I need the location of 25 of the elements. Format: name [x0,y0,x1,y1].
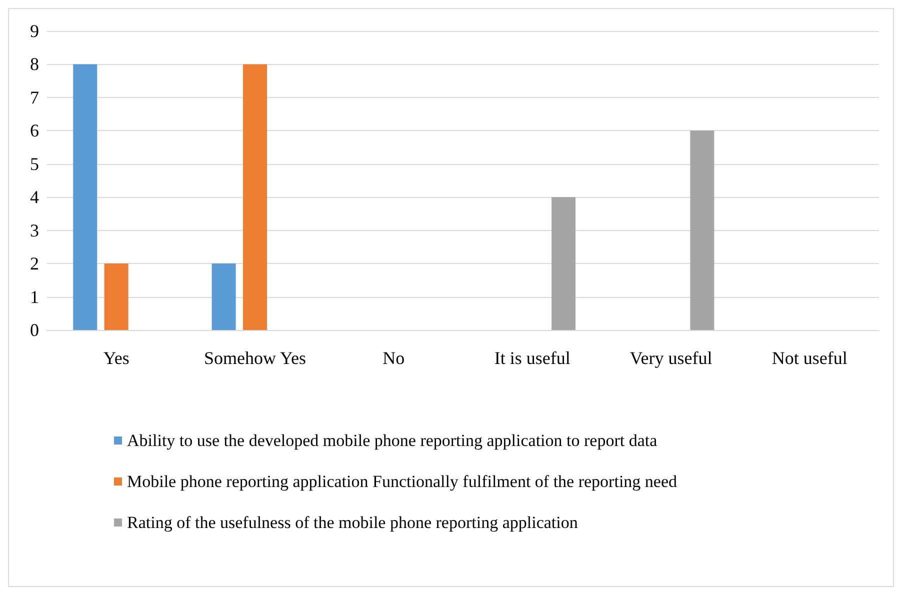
y-tick-label: 3 [30,220,39,240]
legend-label: Mobile phone reporting application Functionally fulfilment of the reporting need [127,472,678,491]
y-tick-label: 8 [30,54,39,74]
y-tick-label: 7 [30,87,39,108]
x-tick-label: Very useful [630,348,712,368]
bar [243,64,267,330]
bar [212,264,236,330]
y-tick-label: 0 [30,320,39,340]
y-tick-label: 5 [30,154,39,174]
legend-label: Ability to use the developed mobile phone reporting application to report data [127,431,658,450]
y-tick-label: 2 [30,254,39,274]
y-tick-label: 6 [30,120,39,141]
bar [104,264,128,330]
y-tick-label: 4 [30,187,39,208]
y-tick-label: 1 [30,286,39,307]
y-tick-label: 9 [30,21,39,41]
bar [690,130,714,330]
bar [73,64,98,330]
x-tick-label: No [382,348,405,368]
legend-label: Rating of the usefulness of the mobile phone reporting application [127,513,578,532]
x-tick-label: It is useful [494,348,570,368]
bar [552,197,576,330]
x-tick-label: Not useful [772,348,848,368]
x-tick-label: Somehow Yes [204,348,306,368]
x-tick-label: Yes [103,348,130,368]
